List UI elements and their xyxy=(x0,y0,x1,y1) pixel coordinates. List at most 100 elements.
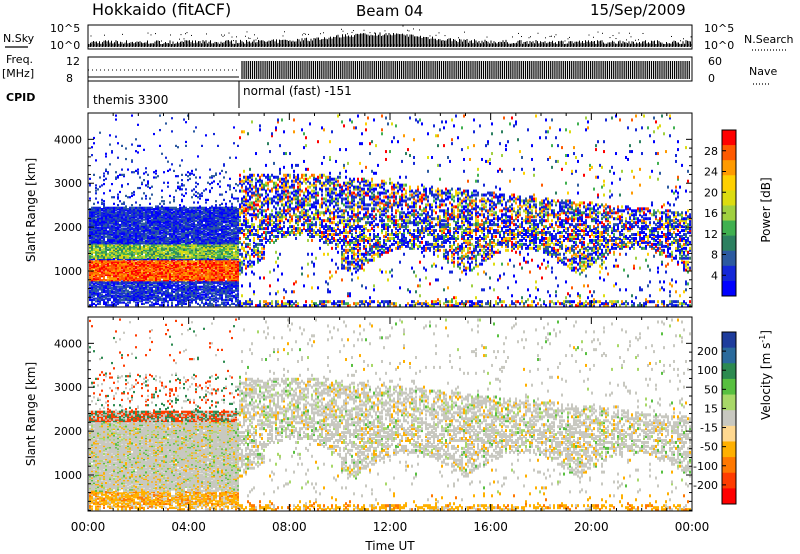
data-cell xyxy=(101,230,103,233)
data-cell xyxy=(133,283,135,286)
data-cell xyxy=(139,204,141,207)
data-cell xyxy=(133,298,135,302)
data-cell xyxy=(135,298,137,302)
data-cell xyxy=(141,288,143,291)
data-cell xyxy=(123,239,125,242)
data-cell xyxy=(105,230,107,233)
data-cell xyxy=(129,259,131,262)
data-cell xyxy=(93,277,95,280)
data-cell xyxy=(135,280,137,283)
data-cell xyxy=(147,235,149,238)
data-cell xyxy=(101,251,103,254)
data-cell xyxy=(185,144,187,147)
data-cell xyxy=(137,284,139,287)
data-cell xyxy=(111,150,113,153)
data-cell xyxy=(139,296,141,299)
data-cell xyxy=(123,268,125,271)
data-cell xyxy=(157,284,159,287)
data-cell xyxy=(125,252,127,255)
data-cell xyxy=(139,300,141,303)
data-cell xyxy=(115,208,117,211)
data-cell xyxy=(133,281,135,284)
data-cell xyxy=(99,269,101,273)
data-cell xyxy=(213,259,215,262)
data-cell xyxy=(103,213,105,216)
data-cell xyxy=(137,218,139,221)
data-cell xyxy=(151,260,153,263)
data-cell xyxy=(129,271,131,274)
data-cell xyxy=(113,304,115,307)
data-cell xyxy=(157,260,159,263)
data-cell xyxy=(133,247,135,250)
data-cell xyxy=(109,276,111,279)
noise-point xyxy=(245,35,246,37)
data-cell xyxy=(149,256,151,259)
data-cell xyxy=(147,210,149,213)
data-cell xyxy=(201,215,203,219)
data-cell xyxy=(101,198,103,201)
data-cell xyxy=(97,231,99,234)
data-cell xyxy=(99,246,101,249)
data-cell xyxy=(157,231,159,234)
data-cell xyxy=(119,251,121,254)
data-cell xyxy=(91,218,93,221)
data-cell xyxy=(135,288,137,291)
data-cell xyxy=(97,188,99,191)
data-cell xyxy=(131,283,133,286)
data-cell xyxy=(123,218,125,221)
data-cell xyxy=(139,294,141,298)
data-cell xyxy=(141,222,143,225)
data-cell xyxy=(137,273,139,277)
data-cell xyxy=(157,281,159,284)
data-cell xyxy=(217,284,219,287)
cpid-label: CPID xyxy=(6,91,35,104)
data-cell xyxy=(181,188,183,191)
data-cell xyxy=(105,273,107,277)
data-cell xyxy=(151,219,153,223)
data-cell xyxy=(157,230,159,233)
data-cell xyxy=(115,242,117,245)
data-cell xyxy=(151,293,153,296)
data-cell xyxy=(137,302,139,306)
data-cell xyxy=(135,297,137,300)
data-cell xyxy=(89,236,91,240)
data-cell xyxy=(151,227,153,230)
data-cell xyxy=(147,243,149,246)
data-cell xyxy=(149,242,151,245)
data-cell xyxy=(115,293,117,296)
data-cell xyxy=(129,298,131,302)
data-cell xyxy=(125,279,127,282)
data-cell xyxy=(213,284,215,287)
data-cell xyxy=(197,201,199,204)
data-cell xyxy=(99,300,101,303)
data-cell xyxy=(191,189,193,192)
data-cell xyxy=(193,130,195,133)
data-cell xyxy=(133,273,135,277)
data-cell xyxy=(135,247,137,250)
data-cell xyxy=(101,267,103,270)
data-cell xyxy=(155,271,157,274)
data-cell xyxy=(117,285,119,288)
data-cell xyxy=(107,213,109,216)
data-cell xyxy=(201,235,203,238)
data-cell xyxy=(111,238,113,241)
data-cell xyxy=(93,294,95,298)
data-cell xyxy=(155,288,157,291)
data-cell xyxy=(99,238,101,241)
data-cell xyxy=(107,283,109,286)
data-cell xyxy=(95,287,97,290)
data-cell xyxy=(105,211,107,215)
data-cell xyxy=(101,271,103,274)
data-cell xyxy=(99,230,101,233)
data-cell xyxy=(119,236,121,240)
data-cell xyxy=(107,230,109,233)
data-cell xyxy=(149,238,151,241)
data-cell xyxy=(109,283,111,286)
noise-point xyxy=(249,37,251,39)
data-cell xyxy=(135,169,137,173)
data-cell xyxy=(157,268,159,271)
data-cell xyxy=(93,214,95,217)
data-cell xyxy=(119,265,121,269)
data-cell xyxy=(95,261,97,265)
data-cell xyxy=(105,284,107,287)
